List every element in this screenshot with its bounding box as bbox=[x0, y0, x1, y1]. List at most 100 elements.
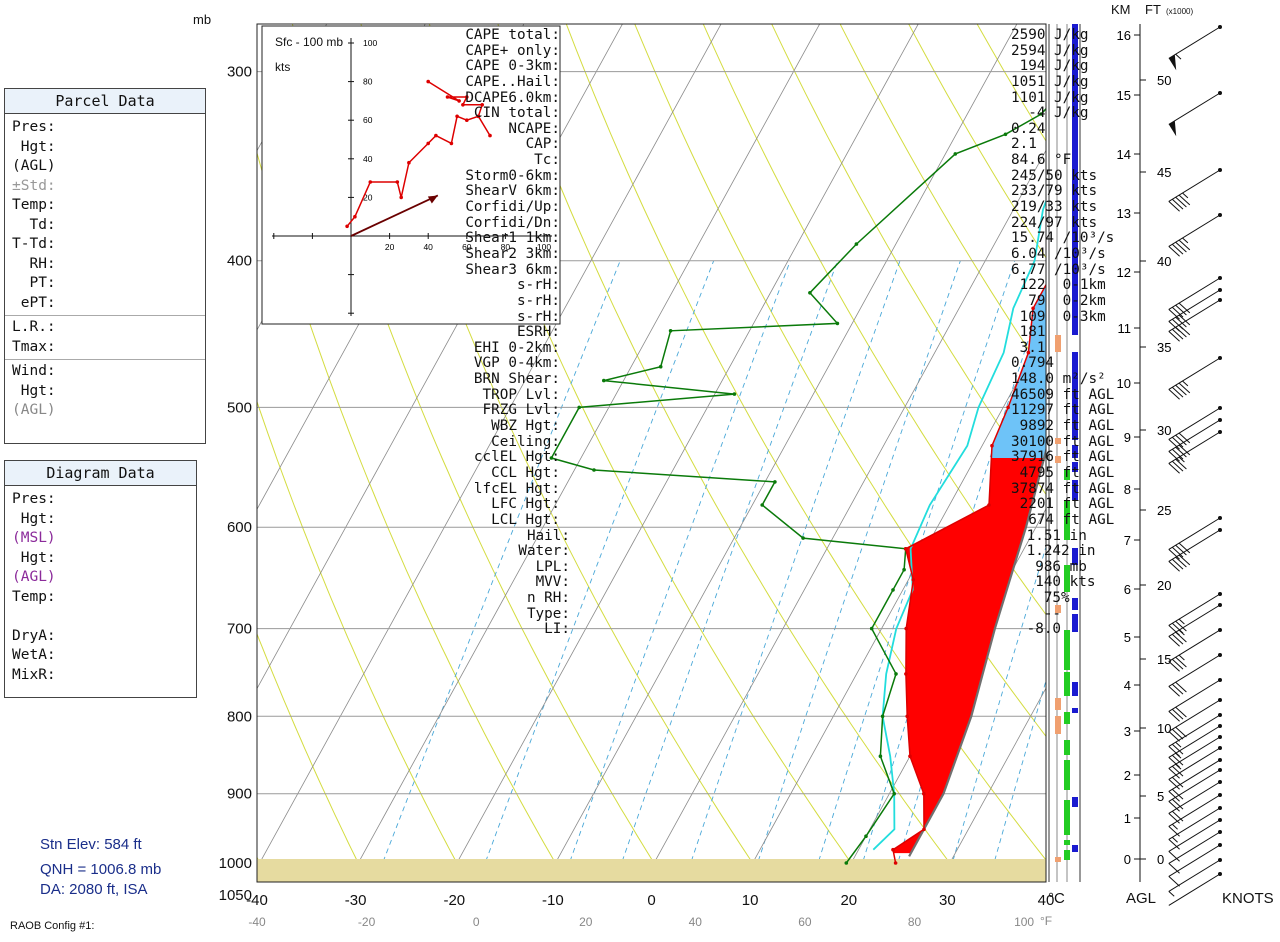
wind-barb-base bbox=[1218, 758, 1222, 762]
wind-barb-flag bbox=[1168, 439, 1180, 450]
hodograph-point bbox=[395, 180, 400, 184]
wind-barb-staff bbox=[1168, 807, 1221, 840]
parcel-trace bbox=[908, 446, 1046, 857]
celsius-tick-label: -10 bbox=[542, 892, 564, 909]
celsius-unit-label: °C bbox=[1048, 890, 1065, 907]
ft-tick-label: 10 bbox=[1157, 721, 1171, 736]
wind-barb-half-flag bbox=[1171, 836, 1178, 843]
cloud-layer-bar bbox=[1072, 480, 1078, 500]
wind-barb-flag bbox=[1171, 436, 1184, 448]
fahrenheit-tick-label: 40 bbox=[689, 915, 703, 929]
hodograph-point bbox=[455, 114, 459, 119]
wind-barb-half-flag bbox=[1175, 763, 1182, 770]
wind-barb-flag bbox=[1171, 776, 1184, 788]
ft-tick-label: 20 bbox=[1157, 578, 1171, 593]
wind-barb-flag bbox=[1175, 556, 1187, 568]
wind-barb-flag bbox=[1175, 316, 1187, 328]
cloud-layer-bar bbox=[1072, 797, 1078, 807]
isotherm-line bbox=[347, 24, 821, 882]
dewpoint-point bbox=[732, 392, 737, 396]
wind-barb-staff bbox=[1168, 859, 1221, 892]
wind-barb-staff bbox=[1168, 736, 1221, 769]
stat-label: NCAPE: bbox=[508, 120, 560, 137]
hodograph-title: Sfc - 100 mb bbox=[275, 35, 344, 49]
temperature-point bbox=[891, 847, 895, 852]
stat-value: 674 ft AGL bbox=[1011, 511, 1115, 528]
wind-barb-flag bbox=[1168, 636, 1180, 647]
wind-barb-flag bbox=[1178, 444, 1191, 456]
station-density-altitude: DA: 2080 ft, ISA bbox=[40, 881, 148, 898]
wind-barb-flag bbox=[1178, 554, 1191, 566]
wind-barb-flag bbox=[1171, 386, 1184, 398]
wind-barb-flag bbox=[1168, 309, 1180, 320]
wind-barb-staff bbox=[1168, 769, 1221, 802]
dewpoint-point bbox=[592, 468, 596, 472]
stat-value: 224/97 kts bbox=[1011, 214, 1098, 231]
wind-barb-staff bbox=[1168, 604, 1221, 637]
wind-barb-flag bbox=[1168, 389, 1180, 400]
wind-barb-staff bbox=[1168, 299, 1221, 332]
wind-barb-staff bbox=[1168, 747, 1221, 780]
wind-barb-flag bbox=[1178, 194, 1191, 206]
wind-barb-base bbox=[1218, 806, 1222, 810]
wind-barb-flag bbox=[1168, 711, 1180, 722]
cloud-layer-bar bbox=[1072, 682, 1078, 696]
wind-barb-flag bbox=[1168, 813, 1180, 824]
stat-value: 1.242 in bbox=[1018, 543, 1096, 560]
hodograph-point bbox=[368, 180, 373, 184]
parcel-row: RH: bbox=[12, 255, 56, 272]
temperature-point bbox=[904, 672, 908, 676]
temperature-point bbox=[1117, 70, 1121, 74]
mixing-ratio-line bbox=[751, 260, 961, 882]
pressure-tick-label: 400 bbox=[227, 253, 252, 270]
parcel-row: Pres: bbox=[12, 119, 56, 135]
km-tick-label: 2 bbox=[1124, 768, 1131, 783]
parcel-row: T-Td: bbox=[12, 236, 56, 252]
stat-label: Corfidi/Dn: bbox=[465, 214, 560, 231]
stat-value: 0.794 bbox=[1011, 355, 1055, 372]
wind-barb-flag bbox=[1178, 542, 1191, 554]
stat-value: 109 0-3km bbox=[1011, 308, 1106, 325]
wind-barb-half-flag bbox=[1178, 654, 1185, 661]
cloud-layer-bar bbox=[1072, 708, 1078, 713]
cloud-layer-bar bbox=[1072, 598, 1078, 610]
wind-barb-flag bbox=[1168, 201, 1180, 212]
wind-barb-pennant bbox=[1168, 120, 1177, 137]
km-tick-label: 7 bbox=[1124, 533, 1131, 548]
moisture-layer-bar bbox=[1064, 630, 1070, 670]
wind-barb-base bbox=[1218, 843, 1222, 847]
wind-barb-base bbox=[1218, 830, 1222, 834]
wind-barb-flag bbox=[1168, 463, 1180, 474]
hodograph-x-tick-label: 20 bbox=[385, 242, 395, 252]
wind-barb-staff bbox=[1168, 214, 1221, 247]
pressure-tick-label: 1000 bbox=[219, 855, 252, 872]
stat-label: s-rH: bbox=[516, 277, 560, 294]
wind-barb-flag bbox=[1175, 631, 1187, 643]
wind-barb-half-flag bbox=[1175, 752, 1182, 759]
hodograph-point bbox=[407, 160, 411, 165]
hodograph-point bbox=[445, 95, 450, 99]
isotherm-line bbox=[257, 24, 623, 690]
parcel-row: Hgt: bbox=[12, 138, 56, 155]
stat-label: Storm0-6km: bbox=[465, 167, 560, 184]
wind-barb-staff bbox=[1168, 654, 1221, 687]
wind-barb-staff bbox=[1168, 277, 1221, 310]
stat-label: cclEL Hgt: bbox=[473, 449, 560, 466]
stat-value: 75% bbox=[1018, 590, 1070, 607]
temperature-point bbox=[1006, 405, 1010, 410]
wind-barb-base bbox=[1218, 418, 1222, 422]
wind-barb-staff bbox=[1168, 759, 1221, 792]
storm-motion-arrowhead bbox=[427, 195, 438, 204]
fahrenheit-tick-label: 100 bbox=[1014, 915, 1034, 929]
temperature-point bbox=[990, 443, 994, 448]
wind-barb-staff bbox=[1168, 725, 1221, 758]
wind-barb-staff bbox=[1168, 679, 1221, 712]
temperature-point bbox=[1031, 306, 1035, 311]
moisture-layer-bar bbox=[1064, 500, 1070, 540]
wind-barb-base bbox=[1218, 276, 1222, 280]
wind-barb-flag bbox=[1175, 726, 1187, 738]
wind-barb-base bbox=[1218, 91, 1222, 95]
wind-barb-flag bbox=[1171, 198, 1184, 210]
wind-barb-base bbox=[1218, 298, 1222, 302]
